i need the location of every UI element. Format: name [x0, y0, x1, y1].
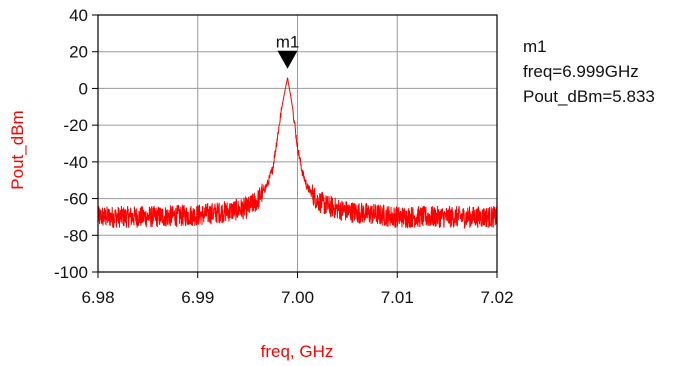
x-tick-label: 6.98 [81, 288, 114, 307]
y-tick-label: -80 [63, 226, 88, 245]
y-tick-label: 40 [69, 6, 88, 25]
marker-readout-line-1: m1 [523, 37, 547, 56]
x-tick-label: 7.01 [381, 288, 414, 307]
marker-label: m1 [276, 33, 300, 52]
y-tick-label: -100 [54, 263, 88, 282]
series-layer [97, 77, 498, 230]
axis-ticks: 6.98 6.99 7.00 7.01 7.02 40 20 0 -20 -40 -60 -80 -10… [54, 6, 514, 307]
marker-readout-line-3: Pout_dBm=5.833 [523, 87, 655, 106]
marker-readout-line-2: freq=6.999GHz [523, 62, 639, 81]
y-tick-label: 0 [79, 79, 88, 98]
y-tick-label: -60 [63, 190, 88, 209]
y-tick-label: -40 [63, 153, 88, 172]
x-tick-label: 7.00 [281, 288, 314, 307]
y-axis-label: Pout_dBm [8, 110, 27, 189]
marker-readout: m1 freq=6.999GHz Pout_dBm=5.833 [523, 37, 655, 106]
x-axis-label: freq, GHz [261, 342, 334, 361]
x-tick-label: 6.99 [181, 288, 214, 307]
grid-lines [98, 15, 497, 272]
x-tick-label: 7.02 [480, 288, 513, 307]
y-tick-label: 20 [69, 43, 88, 62]
y-tick-label: -20 [63, 116, 88, 135]
series-line [97, 77, 498, 230]
marker-layer: m1 [276, 33, 300, 69]
marker-triangle-icon [277, 50, 298, 69]
